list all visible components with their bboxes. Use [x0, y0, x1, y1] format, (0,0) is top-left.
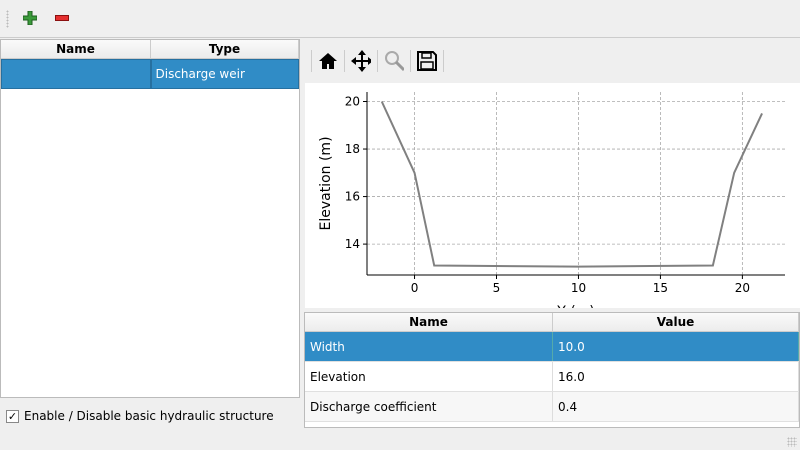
- table-row[interactable]: Discharge coefficient 0.4: [305, 392, 799, 422]
- y-tick-label: 20: [345, 95, 360, 109]
- column-header-type[interactable]: Type: [151, 40, 299, 58]
- elevation-chart: 0 5 10 15 20 14 16 18 20 Elevation (m) Y (m): [318, 92, 785, 308]
- param-value-cell[interactable]: 0.4: [553, 392, 799, 421]
- structure-type-cell[interactable]: Discharge weir: [150, 59, 299, 89]
- add-structure-button[interactable]: [20, 8, 40, 28]
- plot-toolbar: [305, 40, 800, 82]
- pan-icon: [351, 50, 371, 72]
- toolbar-divider: [0, 37, 800, 38]
- save-button[interactable]: [417, 51, 437, 71]
- pan-button[interactable]: [351, 50, 371, 72]
- remove-structure-button[interactable]: [52, 8, 72, 28]
- elevation-profile-line: [380, 101, 763, 268]
- enable-checkbox-label[interactable]: Enable / Disable basic hydraulic structu…: [24, 409, 274, 423]
- x-tick-label: 20: [735, 281, 750, 295]
- y-axis-label: Elevation (m): [318, 136, 334, 230]
- param-name-cell[interactable]: Elevation: [305, 362, 553, 391]
- enable-checkbox[interactable]: ✓: [6, 410, 19, 423]
- plot-canvas[interactable]: 0 5 10 15 20 14 16 18 20 Elevation (m) Y (m): [305, 83, 800, 308]
- param-name-cell[interactable]: Width: [305, 332, 553, 361]
- y-tick-label: 18: [345, 142, 360, 156]
- x-axis-label: Y (m): [556, 304, 595, 308]
- minus-icon: [55, 15, 69, 21]
- x-tick-label: 0: [411, 281, 419, 295]
- zoom-icon: [385, 51, 404, 72]
- table-row[interactable]: Width 10.0: [305, 332, 799, 362]
- zoom-button[interactable]: [384, 51, 404, 72]
- parameters-table[interactable]: Name Value Width 10.0 Elevation 16.0 Dis…: [304, 312, 800, 428]
- home-icon: [319, 53, 337, 69]
- table-row[interactable]: Discharge weir: [1, 59, 299, 89]
- y-tick-label: 14: [345, 237, 360, 251]
- x-tick-label: 15: [653, 281, 668, 295]
- home-button[interactable]: [318, 51, 338, 71]
- x-tick-label: 5: [493, 281, 501, 295]
- structure-name-cell[interactable]: [1, 59, 151, 89]
- toolbar-grip[interactable]: [6, 10, 9, 28]
- param-name-cell[interactable]: Discharge coefficient: [305, 392, 553, 421]
- column-header-name[interactable]: Name: [305, 313, 553, 331]
- x-tick-label: 10: [571, 281, 586, 295]
- structures-table[interactable]: Name Type Discharge weir: [0, 39, 300, 398]
- table-row[interactable]: Elevation 16.0: [305, 362, 799, 392]
- resize-grip[interactable]: [787, 437, 797, 447]
- param-value-cell[interactable]: 10.0: [553, 332, 799, 361]
- column-header-name[interactable]: Name: [1, 40, 151, 58]
- y-tick-label: 16: [345, 190, 360, 204]
- plus-icon: [23, 11, 37, 25]
- column-header-value[interactable]: Value: [553, 313, 799, 331]
- save-icon: [417, 51, 437, 71]
- param-value-cell[interactable]: 16.0: [553, 362, 799, 391]
